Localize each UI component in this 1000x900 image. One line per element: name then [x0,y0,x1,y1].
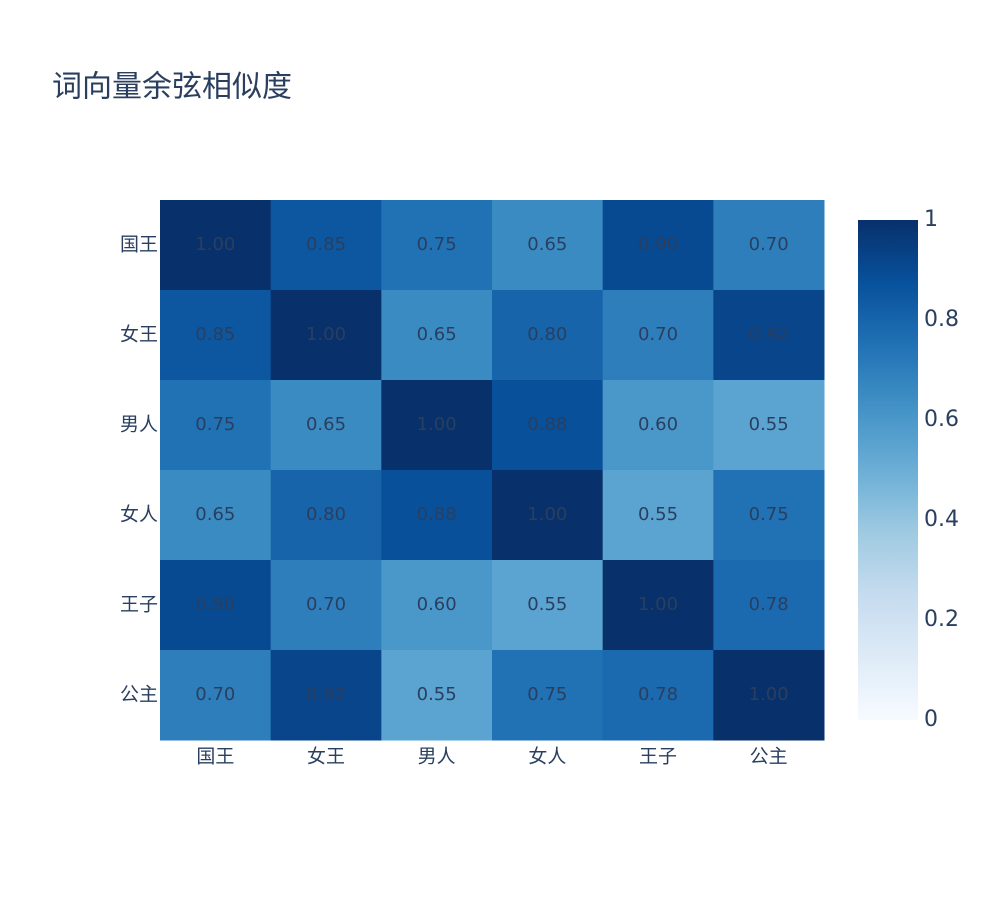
cell-label: 0.88 [417,504,457,525]
heatmap-cell [713,560,825,651]
heatmap-cell [713,470,825,561]
x-tick-label: 女王 [307,746,345,768]
y-tick-label: 男人 [120,414,158,436]
x-tick-label: 男人 [418,746,456,768]
heatmap-cell [713,290,825,381]
heatmap-cell [381,650,493,741]
heatmap-cell [381,290,493,381]
cell-label: 0.65 [417,324,457,345]
cell-label: 0.90 [195,594,235,615]
heatmap-cell [602,380,714,471]
y-tick-label: 国王 [120,234,158,256]
heatmap-cell [160,470,272,561]
cell-label: 0.78 [749,594,789,615]
cell-label: 0.60 [638,414,678,435]
cell-label: 0.80 [527,324,567,345]
y-tick-label: 王子 [120,594,158,616]
heatmap-cell [713,650,825,741]
cell-label: 0.85 [306,234,346,255]
cell-label: 0.70 [749,234,789,255]
cell-label: 1.00 [417,414,457,435]
cell-label: 0.85 [195,324,235,345]
heatmap-cell [492,200,604,291]
heatmap-cell [270,290,382,381]
x-tick-label: 公主 [750,746,788,768]
cell-label: 0.60 [417,594,457,615]
heatmap-cell [270,470,382,561]
colorbar-tick-label: 0.8 [924,307,959,332]
cell-label: 1.00 [195,234,235,255]
cell-label: 0.70 [195,684,235,705]
heatmap-cell [270,650,382,741]
cell-label: 0.90 [638,234,678,255]
cell-label: 0.75 [417,234,457,255]
cell-label: 0.65 [195,504,235,525]
cell-label: 0.65 [527,234,567,255]
cell-label: 0.55 [527,594,567,615]
heatmap-cell [492,470,604,561]
cell-label: 0.65 [306,414,346,435]
cell-label: 1.00 [527,504,567,525]
x-tick-label: 女人 [528,746,566,768]
cell-label: 1.00 [749,684,789,705]
heatmap-cell [270,200,382,291]
heatmap-cell [381,560,493,651]
cell-label: 0.75 [527,684,567,705]
cell-label: 0.88 [527,414,567,435]
heatmap-cell [381,470,493,561]
cell-label: 0.92 [306,684,346,705]
heatmap-cell [160,200,272,291]
cell-label: 0.75 [195,414,235,435]
cell-label: 0.80 [306,504,346,525]
x-tick-label: 王子 [639,746,677,768]
cell-label: 0.55 [417,684,457,705]
y-tick-label: 女王 [120,324,158,346]
cell-label: 0.55 [638,504,678,525]
heatmap-cell [492,560,604,651]
cell-label: 0.70 [638,324,678,345]
heatmap-cell [381,380,493,471]
chart-title: 词向量余弦相似度 [52,70,292,105]
x-tick-label: 国王 [196,746,234,768]
heatmap-cell [160,290,272,381]
heatmap-cell [160,650,272,741]
cell-label: 1.00 [306,324,346,345]
cell-label: 0.70 [306,594,346,615]
heatmap-cell [602,200,714,291]
heatmap-cell [602,560,714,651]
colorbar-tick-label: 0.4 [924,507,959,532]
cell-label: 0.92 [749,324,789,345]
heatmap-cell [160,380,272,471]
heatmap-cell [713,200,825,291]
colorbar [858,220,918,720]
colorbar-tick-label: 1 [924,207,938,232]
heatmap-cell [713,380,825,471]
heatmap-cell [160,560,272,651]
y-tick-label: 女人 [120,504,158,526]
heatmap-cell [381,200,493,291]
heatmap-cell [602,290,714,381]
cell-label: 0.55 [749,414,789,435]
colorbar-tick-label: 0 [924,707,938,732]
cell-label: 1.00 [638,594,678,615]
heatmap-cell [492,290,604,381]
y-tick-label: 公主 [120,684,158,706]
heatmap-cell [602,470,714,561]
colorbar-tick-label: 0.2 [924,607,959,632]
heatmap-cell [270,380,382,471]
heatmap-cell [492,650,604,741]
heatmap-cell [270,560,382,651]
cell-label: 0.75 [749,504,789,525]
heatmap-cell [602,650,714,741]
heatmap-cell [492,380,604,471]
colorbar-tick-label: 0.6 [924,407,959,432]
cell-label: 0.78 [638,684,678,705]
